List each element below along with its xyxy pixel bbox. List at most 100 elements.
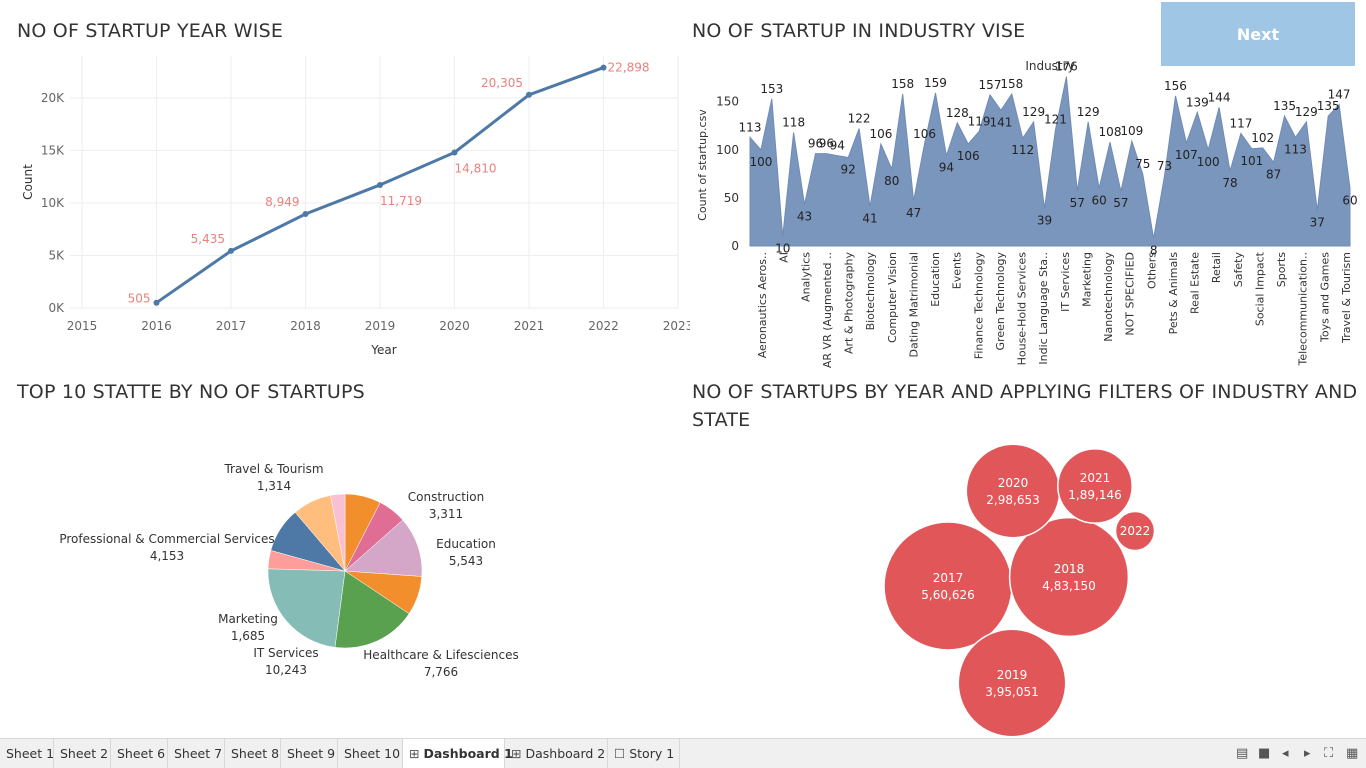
fullscreen-icon[interactable]: ⛶ (1324, 746, 1334, 761)
category-label: Green Technology (994, 252, 1007, 351)
data-label: 78 (1222, 176, 1237, 190)
data-label: 106 (913, 127, 936, 141)
industry-area[interactable] (749, 76, 1351, 247)
category-label: Others (1145, 252, 1158, 289)
data-label: 75 (1135, 157, 1150, 171)
data-label: 60 (1342, 193, 1357, 207)
data-point[interactable] (526, 91, 532, 98)
pie-slice[interactable] (267, 568, 346, 648)
data-label: 96 (819, 137, 834, 151)
data-label: 129 (1077, 105, 1100, 119)
sheet-tab[interactable]: Sheet 10 (338, 739, 403, 768)
category-label: Travel & Tourism (1340, 252, 1353, 344)
sheet-tab-bar: Sheet 1 Sheet 2 Sheet 6 Sheet 7 Sheet 8 Sheet… (0, 738, 1366, 768)
data-label: 60 (1091, 193, 1106, 207)
sheet-tab[interactable]: Sheet 2 (54, 739, 111, 768)
next-button[interactable]: Next (1161, 2, 1355, 66)
sheet-tab[interactable]: Sheet 9 (281, 739, 338, 768)
data-label: 94 (939, 161, 954, 175)
x-tick-label: 2022 (588, 319, 619, 333)
data-label: 5,435 (191, 232, 225, 246)
year-bubble[interactable] (883, 521, 1013, 651)
sheet-tab-label: Sheet 1 (6, 746, 55, 761)
slice-value-label: 1,685 (231, 629, 265, 643)
sheet-tab[interactable]: Sheet 8 (225, 739, 281, 768)
x-tick-label: 2018 (290, 319, 321, 333)
line-chart-title: NO OF STARTUP YEAR WISE (17, 20, 284, 42)
data-label: 39 (1037, 213, 1052, 227)
y-tick-label: 100 (716, 143, 739, 157)
data-point[interactable] (228, 247, 234, 254)
previous-sheet-icon[interactable]: ◂ (1282, 746, 1289, 761)
data-label: 156 (1164, 79, 1187, 93)
year-bubble[interactable] (1114, 510, 1156, 552)
industry-header: Industry (1025, 59, 1074, 73)
sheet-tab-label: Sheet 2 (60, 746, 109, 761)
data-label: 100 (1197, 155, 1220, 169)
grid-view-icon[interactable]: ▤ (1236, 746, 1249, 761)
filmstrip-view-icon[interactable]: ■ (1258, 746, 1271, 761)
category-label: Real Estate (1189, 252, 1202, 314)
sheet-tab-label: Dashboard 2 (525, 746, 606, 761)
sheet-tab-label: Sheet 6 (117, 746, 166, 761)
pie-slice[interactable] (330, 493, 346, 572)
slice-label: IT Services (253, 646, 318, 660)
top-states-pie-chart: Construction 3,311 Education 5,543 Healthcar… (59, 462, 518, 679)
category-label: Social Impact (1253, 251, 1266, 326)
data-label: 92 (841, 162, 856, 176)
bubble-value-label: 5,60,626 (921, 588, 974, 602)
sheet-tab[interactable]: Sheet 7 (168, 739, 225, 768)
y-tick-label: 5K (48, 249, 65, 263)
y-tick-label: 10K (41, 196, 65, 210)
y-axis-title: Count of startup.csv (696, 109, 709, 221)
x-tick-label: 2015 (67, 319, 98, 333)
data-label: 37 (1310, 215, 1325, 229)
sheet-tab-label: Sheet 10 (344, 746, 401, 761)
data-label: 8 (1150, 243, 1158, 257)
data-label: 22,898 (608, 61, 650, 75)
sheet-tab[interactable]: ☐ Story 1 (608, 739, 680, 768)
next-sheet-icon[interactable]: ▸ (1304, 746, 1311, 761)
y-tick-label: 15K (41, 144, 65, 158)
category-label: Aeronautics Aeros.. (756, 252, 769, 358)
category-label: Events (951, 252, 964, 290)
x-tick-label: 2017 (216, 319, 247, 333)
category-label: Dating Matrimonial (907, 252, 920, 357)
data-point[interactable] (451, 149, 458, 156)
data-label: 505 (128, 292, 151, 306)
data-point[interactable] (600, 64, 607, 71)
data-label: 128 (946, 106, 969, 120)
data-point[interactable] (153, 299, 160, 306)
data-label: 108 (1099, 125, 1122, 139)
pie-slice[interactable] (334, 570, 410, 649)
data-point[interactable] (302, 211, 309, 218)
dashboard-icon: ⊞ (409, 746, 420, 761)
category-label: Toys and Games (1318, 252, 1331, 343)
data-label: 87 (1266, 167, 1281, 181)
slice-label: Professional & Commercial Services (59, 532, 274, 546)
sheet-tab[interactable]: Sheet 1 (0, 739, 54, 768)
sheet-tab-label: Sheet 8 (231, 746, 280, 761)
data-label: 119 (968, 115, 991, 129)
sheet-tab[interactable]: ⊞ Dashboard 1 (403, 739, 513, 768)
category-label: Nanotechnology (1102, 252, 1115, 342)
sheet-tab-label: Story 1 (629, 746, 675, 761)
category-label: Finance Technology (972, 252, 985, 360)
category-label: AR VR (Augmented .. (821, 252, 834, 368)
sheet-tab[interactable]: ⊞ Dashboard 2 (505, 739, 608, 768)
grid-menu-icon[interactable]: ▦ (1346, 746, 1359, 761)
year-bubble[interactable] (1057, 448, 1133, 524)
x-tick-label: 2016 (141, 319, 172, 333)
data-label: 109 (1120, 124, 1143, 138)
data-label: 158 (891, 77, 914, 91)
data-label: 157 (979, 78, 1002, 92)
bubble-chart-title-line1: NO OF STARTUPS BY YEAR AND APPLYING FILT… (692, 381, 1358, 403)
year-bubble[interactable] (1008, 516, 1130, 638)
pie-slice[interactable] (344, 519, 423, 577)
sheet-tab[interactable]: Sheet 6 (111, 739, 168, 768)
data-point[interactable] (377, 181, 383, 188)
data-label: 147 (1328, 88, 1351, 102)
year-bubble[interactable] (965, 443, 1061, 539)
year-bubble[interactable] (957, 628, 1067, 736)
